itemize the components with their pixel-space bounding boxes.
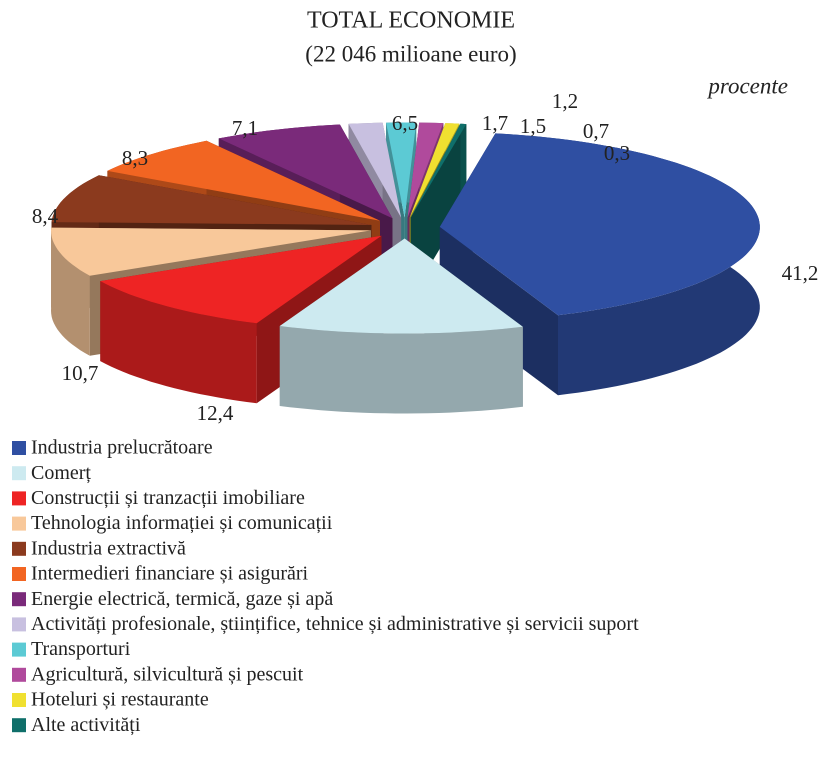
legend-swatch (12, 617, 26, 632)
data-label: 1,2 (552, 89, 578, 113)
legend-label: Transporturi (31, 638, 131, 660)
legend-label: Construcții și tranzacții imobiliare (31, 487, 305, 509)
data-label: 41,2 (782, 261, 819, 285)
slice (439, 133, 760, 316)
slice (100, 235, 382, 324)
legend-label: Comerț (31, 462, 91, 484)
slice (348, 122, 402, 218)
chart-subtitle: (22 046 milioane euro) (305, 41, 516, 66)
slice (410, 123, 467, 218)
legend-swatch (12, 667, 26, 682)
legend-swatch (12, 516, 26, 531)
legend-swatch (12, 491, 26, 506)
legend-label: Intermedieri financiare și asigurări (31, 563, 309, 585)
data-label: 10,7 (62, 361, 99, 385)
slice (107, 140, 381, 221)
legend-label: Hoteluri și restaurante (31, 689, 209, 711)
legend-label: Agricultură, silvicultură și pescuit (31, 663, 304, 685)
data-label: 12,4 (197, 401, 234, 425)
legend-swatch (12, 441, 26, 455)
unit-label: procente (706, 73, 788, 98)
slice (386, 122, 417, 218)
slice-wall (100, 281, 257, 404)
slice (407, 122, 444, 218)
data-label: 1,7 (482, 111, 508, 135)
legend-swatch (12, 592, 26, 607)
slice-wall (460, 123, 467, 205)
legend-swatch (12, 541, 26, 556)
data-label: 8,4 (32, 204, 59, 228)
legend-swatch (12, 466, 26, 481)
legend-label: Industria extractivă (31, 537, 186, 559)
legend-label: Energie electrică, termică, gaze și apă (31, 588, 333, 610)
slice (51, 175, 372, 225)
legend-label: Tehnologia informației și comunicații (31, 512, 333, 534)
legend-label: Alte activități (31, 714, 141, 736)
data-label: 6,5 (392, 111, 418, 135)
data-label: 0,3 (604, 141, 630, 165)
data-label: 7,1 (232, 116, 258, 140)
legend-swatch (12, 693, 26, 707)
data-label: 8,3 (122, 146, 148, 170)
legend-swatch (12, 642, 26, 657)
slice (409, 123, 460, 218)
slice (279, 238, 523, 334)
slice (51, 227, 371, 276)
data-label: 1,5 (520, 114, 546, 138)
slice (218, 124, 393, 219)
legend-label: Activități profesionale, științifice, te… (31, 613, 639, 635)
legend-swatch (12, 567, 26, 581)
slice-wall (51, 227, 90, 356)
slice-wall (279, 326, 523, 414)
data-label: 0,7 (583, 119, 609, 143)
legend-label: Industria prelucrătoare (31, 437, 213, 459)
legend-swatch (12, 718, 26, 733)
chart-title: TOTAL ECONOMIE (307, 8, 515, 34)
